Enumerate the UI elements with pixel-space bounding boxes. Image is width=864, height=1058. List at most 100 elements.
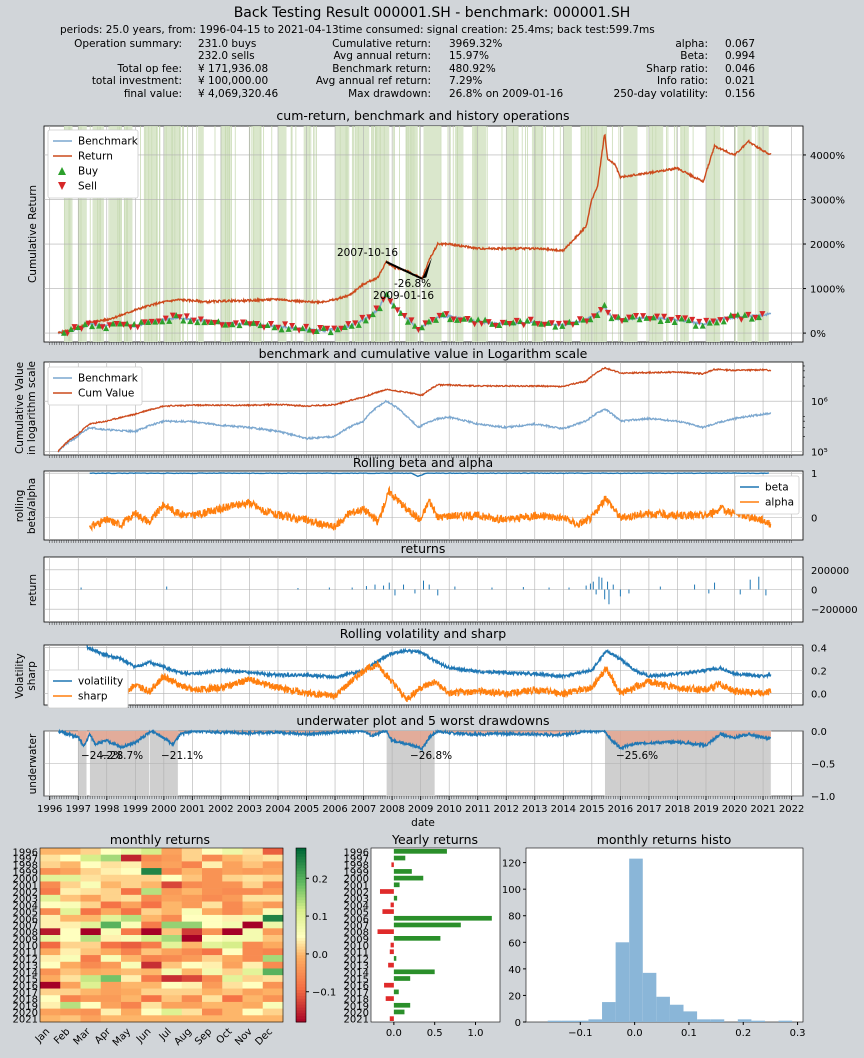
- heatmap-cell: [121, 908, 142, 916]
- heatmap-cell: [60, 961, 81, 969]
- xtick-label: Jul: [157, 1026, 174, 1043]
- legend-marker: [58, 167, 66, 175]
- ytick-label: 2003: [13, 894, 38, 905]
- colorbar-label: 0.2: [312, 874, 328, 885]
- ytick-label: 2016: [13, 981, 38, 992]
- heatmap-cell: [121, 975, 142, 983]
- yearly-bar: [393, 1009, 405, 1015]
- ytick-label: 1: [811, 469, 817, 480]
- buy-marker: [96, 322, 103, 329]
- heatmap-cell: [202, 968, 223, 976]
- heatmap-cell: [262, 975, 284, 983]
- colorbar-segment: [296, 937, 306, 942]
- hold-period: [423, 126, 441, 342]
- sell-marker: [183, 313, 190, 320]
- legend-label: Sell: [78, 181, 97, 193]
- heatmap-cell: [202, 988, 223, 996]
- heatmap-cell: [161, 914, 183, 922]
- yearly-bar: [393, 969, 435, 975]
- ytick-label: 2001: [13, 881, 38, 892]
- sell-marker: [345, 321, 352, 328]
- sell-marker: [626, 314, 633, 321]
- heatmap-cell: [141, 1015, 162, 1023]
- buy-marker: [201, 319, 208, 326]
- heatmap-cell: [242, 921, 264, 929]
- histo-bar: [629, 858, 643, 1022]
- colorbar-segment: [296, 935, 306, 939]
- heatmap-cell: [100, 908, 122, 916]
- sell-marker: [99, 324, 106, 331]
- colorbar-segment: [296, 865, 306, 869]
- heatmap-cell: [60, 948, 81, 956]
- legend-label: Cum Value: [78, 388, 134, 400]
- colorbar-segment: [296, 882, 306, 887]
- buy-marker: [418, 324, 425, 331]
- yearly-bar: [393, 1002, 411, 1008]
- ytick-label: 2007: [344, 921, 369, 932]
- heatmap-cell: [141, 975, 162, 983]
- heatmap-cell: [121, 961, 142, 969]
- heatmap-cell: [141, 948, 162, 956]
- heatmap-cell: [181, 1001, 203, 1009]
- ytick-label: 2018: [13, 995, 38, 1006]
- heatmap-cell: [40, 988, 61, 996]
- ytick-label: 1997: [344, 854, 369, 865]
- histo-bar: [778, 1020, 793, 1022]
- summary-label: Avg annual return:: [333, 50, 431, 63]
- heatmap-cell: [202, 874, 223, 882]
- buy-marker: [166, 317, 173, 324]
- ytick-label: 2014: [344, 968, 369, 979]
- heatmap-cell: [262, 988, 284, 996]
- histo-bar: [751, 1020, 765, 1022]
- ytick-label: 40: [508, 965, 521, 976]
- buy-marker: [678, 315, 685, 322]
- ytick-label: 2021: [344, 1015, 369, 1026]
- heatmap-cell: [141, 921, 162, 929]
- xtick-label: 2013: [522, 804, 547, 815]
- heatmap-cell: [121, 888, 142, 896]
- sell-marker: [380, 296, 387, 303]
- heatmap-cell: [202, 868, 223, 876]
- heatmap-cell: [80, 861, 102, 869]
- colorbar-segment: [296, 900, 306, 904]
- xtick-label: Apr: [93, 1026, 114, 1047]
- buy-marker: [432, 316, 439, 323]
- heatmap-cell: [100, 995, 122, 1003]
- buy-marker: [503, 319, 510, 326]
- heatmap-cell: [242, 1015, 264, 1023]
- summary-label: Cumulative return:: [332, 38, 431, 50]
- buy-marker: [117, 320, 124, 327]
- plot-title: cum-return, benchmark and history operat…: [276, 108, 570, 123]
- sell-marker: [197, 316, 204, 323]
- heatmap-cell: [181, 854, 203, 862]
- heatmap-cell: [161, 921, 183, 929]
- heatmap-cell: [161, 1015, 183, 1023]
- heatmap-cell: [262, 941, 284, 949]
- buy-marker: [229, 321, 236, 328]
- summary-value: 480.92%: [449, 62, 496, 75]
- colorbar-segment: [296, 1019, 306, 1023]
- buy-marker: [482, 316, 489, 323]
- ytick-label: 2009: [344, 934, 369, 945]
- heatmap-cell: [222, 874, 243, 882]
- heatmap-cell: [202, 861, 223, 869]
- ytick-label: 100: [502, 885, 521, 896]
- buy-marker: [741, 311, 748, 318]
- colorbar-label: 0.1: [312, 912, 328, 923]
- buy-marker: [608, 315, 615, 322]
- colorbar-segment: [296, 914, 306, 919]
- sell-marker: [738, 316, 745, 323]
- heatmap-cell: [202, 928, 223, 936]
- axis-xlabel: date: [411, 817, 435, 829]
- xtick-label: 2006: [322, 804, 347, 815]
- heatmap-cell: [161, 874, 183, 882]
- heatmap-cell: [80, 935, 102, 942]
- xtick-label: −0.1: [568, 1028, 592, 1039]
- buy-marker: [285, 325, 292, 332]
- heatmap-cell: [202, 941, 223, 949]
- heatmap-cell: [100, 868, 122, 876]
- ytick-label: 1998: [13, 861, 38, 872]
- sharp-line: [86, 660, 772, 703]
- histo-bar: [642, 972, 657, 1022]
- histo-bar: [547, 1020, 562, 1022]
